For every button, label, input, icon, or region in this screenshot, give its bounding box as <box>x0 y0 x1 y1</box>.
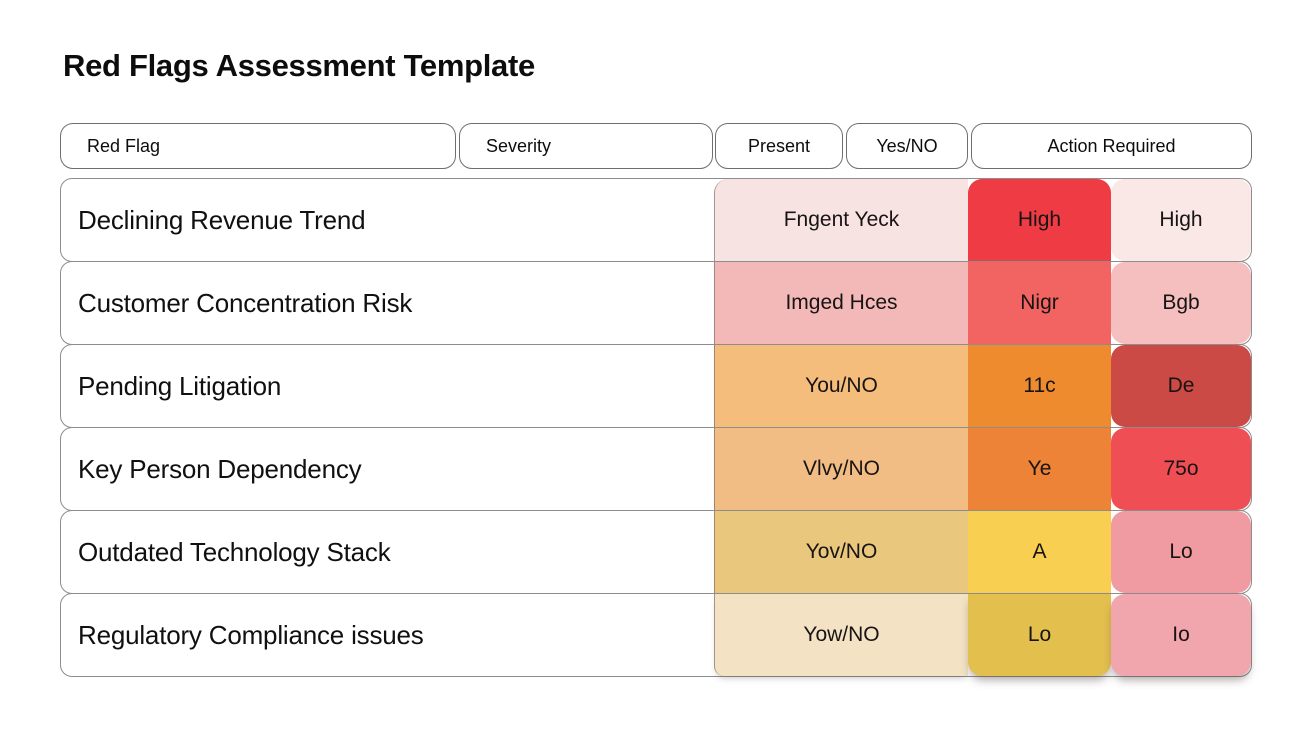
yes-no-cell[interactable]: Ye <box>968 428 1111 510</box>
present-cell[interactable]: Imged Hces <box>714 262 968 344</box>
table-row: Declining Revenue Trend Fngent Yeck High… <box>60 178 1252 262</box>
table-body: Declining Revenue Trend Fngent Yeck High… <box>60 178 1252 677</box>
red-flag-cell: Pending Litigation <box>78 370 282 401</box>
table-row: Outdated Technology Stack Yov/NO A Lo <box>60 510 1252 594</box>
yes-no-cell[interactable]: A <box>968 511 1111 593</box>
red-flag-cell: Key Person Dependency <box>78 453 362 484</box>
column-header-action-required: Action Required <box>971 123 1252 169</box>
column-header-yes-no: Yes/NO <box>846 123 968 169</box>
action-required-cell[interactable]: Bgb <box>1111 262 1251 344</box>
yes-no-cell[interactable]: Lo <box>968 594 1111 676</box>
page-title: Red Flags Assessment Template <box>63 48 535 83</box>
action-required-cell[interactable]: De <box>1111 345 1251 427</box>
table-row: Regulatory Compliance issues Yow/NO Lo I… <box>60 593 1252 677</box>
table-row: Pending Litigation You/NO 11c De <box>60 344 1252 428</box>
column-header-red-flag: Red Flag <box>60 123 456 169</box>
action-required-cell[interactable]: Io <box>1111 594 1251 676</box>
action-required-cell[interactable]: 75o <box>1111 428 1251 510</box>
table-row: Customer Concentration Risk Imged Hces N… <box>60 261 1252 345</box>
present-cell[interactable]: Vlvy/NO <box>714 428 968 510</box>
column-header-label: Red Flag <box>87 135 161 156</box>
table-row: Key Person Dependency Vlvy/NO Ye 75o <box>60 427 1252 511</box>
present-cell[interactable]: Yow/NO <box>714 594 968 676</box>
action-required-cell[interactable]: High <box>1111 179 1251 261</box>
column-header-label: Action Required <box>1047 135 1176 156</box>
column-header-present: Present <box>715 123 843 169</box>
action-required-cell[interactable]: Lo <box>1111 511 1251 593</box>
red-flag-cell: Customer Concentration Risk <box>78 287 413 318</box>
red-flag-cell: Declining Revenue Trend <box>78 204 366 235</box>
present-cell[interactable]: Yov/NO <box>714 511 968 593</box>
red-flag-cell: Outdated Technology Stack <box>78 536 391 567</box>
yes-no-cell[interactable]: Nigr <box>968 262 1111 344</box>
present-cell[interactable]: You/NO <box>714 345 968 427</box>
present-cell[interactable]: Fngent Yeck <box>714 179 968 261</box>
column-header-label: Present <box>747 135 811 156</box>
yes-no-cell[interactable]: 11c <box>968 345 1111 427</box>
yes-no-cell[interactable]: High <box>968 179 1111 261</box>
column-header-severity: Severity <box>459 123 713 169</box>
column-header-label: Yes/NO <box>876 135 938 156</box>
column-header-label: Severity <box>486 135 552 156</box>
red-flag-cell: Regulatory Compliance issues <box>78 619 424 650</box>
